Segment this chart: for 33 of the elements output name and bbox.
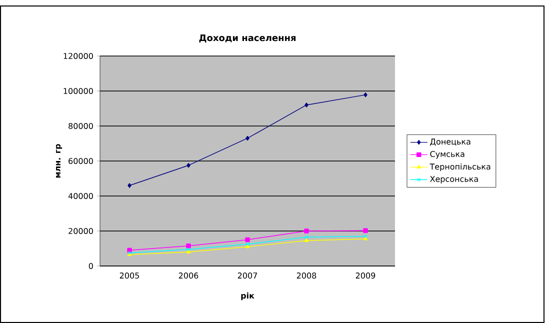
point xyxy=(128,183,132,188)
x-tick-label: 2007 xyxy=(238,272,257,279)
y-axis-title: млн. гр xyxy=(56,144,62,178)
x-tick-label: 2009 xyxy=(356,272,376,279)
legend-label: Херсонська xyxy=(430,176,478,184)
x-tick-label: 2008 xyxy=(296,272,316,279)
y-tick-label: 60000 xyxy=(68,158,93,164)
point xyxy=(363,228,368,233)
y-tick-label: 40000 xyxy=(68,192,93,200)
y-tick-label: 80000 xyxy=(68,122,93,130)
point xyxy=(186,244,191,248)
y-tick-label: 120000 xyxy=(64,52,93,60)
legend-label: Сумська xyxy=(430,150,464,159)
point xyxy=(304,228,309,234)
point xyxy=(246,136,250,141)
point xyxy=(304,235,308,239)
chart-title: Доходи населення xyxy=(199,34,296,42)
point xyxy=(186,163,190,168)
y-tick-label: 0 xyxy=(88,262,93,270)
y-tick-label: 100000 xyxy=(64,88,93,94)
point xyxy=(245,237,250,242)
point xyxy=(245,244,250,248)
y-tick-label: 20000 xyxy=(68,228,93,234)
x-tick-label: 2005 xyxy=(120,272,139,279)
legend-label: Донецька xyxy=(430,138,470,146)
legend-label: Тернопільська xyxy=(430,163,490,172)
x-axis-title: рік xyxy=(241,292,254,300)
x-tick-label: 2006 xyxy=(178,272,198,279)
point xyxy=(304,238,309,242)
point xyxy=(363,236,368,240)
point xyxy=(246,242,250,246)
point xyxy=(304,102,308,108)
point xyxy=(364,92,368,98)
